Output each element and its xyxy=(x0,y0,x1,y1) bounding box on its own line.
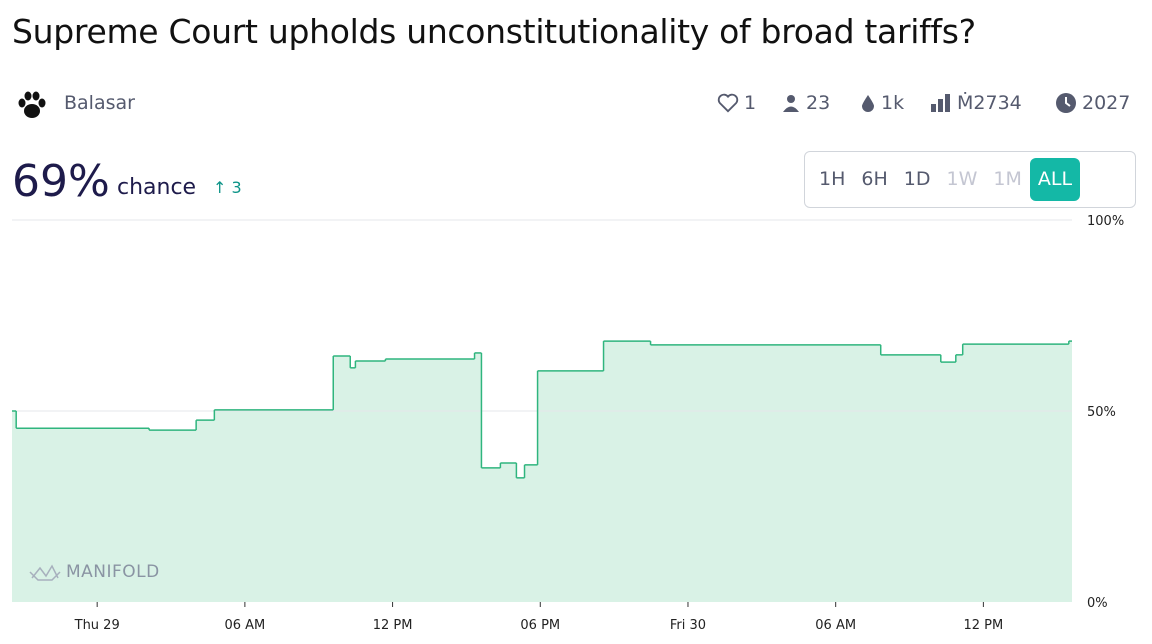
range-button: 1W xyxy=(946,168,978,190)
liquidity: Ṁ2734 xyxy=(930,92,1022,114)
y-tick-label: 100% xyxy=(1087,214,1124,229)
market-title: Supreme Court upholds unconstitutionalit… xyxy=(12,12,976,51)
range-button[interactable]: 6H xyxy=(861,168,888,190)
chance-label: chance xyxy=(117,175,197,200)
watermark: MANIFOLD xyxy=(66,562,160,582)
x-tick-label: 12 PM xyxy=(373,618,413,633)
y-tick-label: 0% xyxy=(1087,596,1108,611)
creator-name[interactable]: Balasar xyxy=(64,92,135,114)
x-tick-label: 12 PM xyxy=(964,618,1004,633)
x-tick-label: 06 AM xyxy=(815,618,856,633)
x-tick-label: 06 PM xyxy=(520,618,560,633)
probability: 69% xyxy=(12,156,110,207)
creator-avatar[interactable] xyxy=(16,90,48,120)
arrow-up: ↑ xyxy=(213,178,227,197)
traders-count: 23 xyxy=(806,92,831,114)
range-selector: 1H 6H 1D 1W 1M ALL xyxy=(804,151,1136,208)
traders: 23 xyxy=(781,92,830,114)
x-tick-label: Fri 30 xyxy=(670,618,706,633)
close-year: 2027 xyxy=(1082,92,1131,114)
range-button: 1M xyxy=(993,168,1022,190)
change-value: 3 xyxy=(231,178,242,197)
probability-change: ↑ 3 xyxy=(213,178,242,197)
range-button[interactable]: 1D xyxy=(903,168,931,190)
close-date: 2027 xyxy=(1055,92,1130,114)
x-tick-label: Thu 29 xyxy=(74,618,120,633)
volume-count: 1k xyxy=(881,92,905,114)
watermark-logo xyxy=(29,564,61,581)
liquidity-amount: Ṁ2734 xyxy=(957,92,1022,114)
likes[interactable]: 1 xyxy=(717,92,756,114)
volume: 1k xyxy=(860,92,904,114)
x-tick-label: 06 AM xyxy=(224,618,265,633)
range-button[interactable]: 1H xyxy=(819,168,846,190)
y-tick-label: 50% xyxy=(1087,405,1116,420)
area xyxy=(12,341,1072,602)
range-button[interactable]: ALL xyxy=(1029,158,1081,201)
likes-count: 1 xyxy=(744,92,757,114)
